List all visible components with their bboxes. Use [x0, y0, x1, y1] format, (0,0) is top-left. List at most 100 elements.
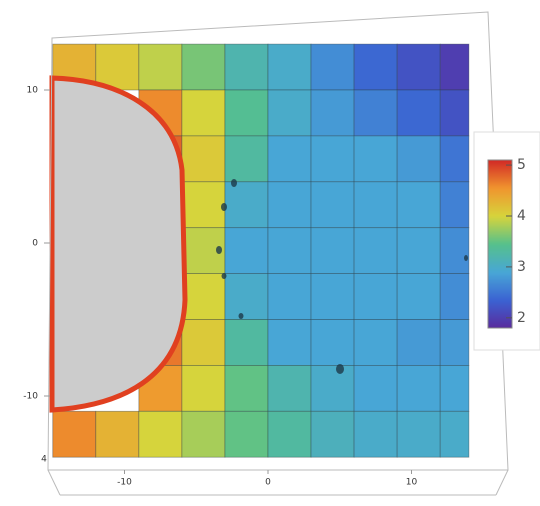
colorbar-step	[488, 188, 512, 191]
cell	[396, 135, 441, 183]
cell	[95, 43, 140, 91]
cell	[439, 181, 470, 229]
cell	[267, 410, 312, 458]
cell	[267, 227, 312, 274]
colorbar-step	[488, 326, 512, 329]
cell	[310, 43, 355, 91]
cell	[181, 273, 226, 320]
colorbar-step	[488, 174, 512, 177]
cell	[267, 273, 312, 320]
cell	[224, 319, 269, 366]
x-tick-label: 10	[406, 478, 418, 488]
colorbar-step	[488, 212, 512, 215]
x-tick-label: -10	[117, 478, 132, 488]
cell	[310, 319, 355, 366]
colorbar-step	[488, 272, 512, 275]
cell	[310, 227, 355, 274]
cell	[353, 319, 398, 366]
cell	[439, 410, 470, 458]
colorbar-step	[488, 256, 512, 259]
colorbar-step	[488, 204, 512, 207]
colorbar-step	[488, 182, 512, 185]
colorbar-step	[488, 312, 512, 315]
cell	[181, 89, 226, 137]
colorbar-step	[488, 278, 512, 281]
cell	[181, 364, 226, 412]
cell	[224, 364, 269, 412]
cell	[353, 227, 398, 274]
cell	[310, 181, 355, 229]
colorbar-step	[488, 320, 512, 323]
colorbar-step	[488, 296, 512, 299]
colorbar-step	[488, 264, 512, 267]
cell	[353, 410, 398, 458]
colorbar-step	[488, 186, 512, 189]
colorbar-tick-label: 5	[517, 157, 526, 173]
cell	[138, 410, 183, 458]
colorbar-step	[488, 178, 512, 181]
frame	[47, 11, 509, 496]
colorbar-step	[488, 262, 512, 265]
colorbar-step	[488, 200, 512, 203]
colorbar-step	[488, 222, 512, 225]
colorbar-step	[488, 274, 512, 277]
cell	[439, 43, 470, 91]
colorbar-step	[488, 226, 512, 229]
colorbar-step	[488, 224, 512, 227]
colorbar-tick-label: 3	[517, 259, 526, 275]
x-tick-label: 0	[265, 478, 271, 488]
colorbar-step	[488, 268, 512, 271]
cell	[181, 43, 226, 91]
cell	[353, 273, 398, 320]
axes: -10 0 10 10 0 -10 4	[23, 86, 417, 488]
cell	[181, 410, 226, 458]
colorbar-step	[488, 238, 512, 241]
colorbar-step	[488, 242, 512, 245]
cell	[310, 273, 355, 320]
cell	[224, 43, 269, 91]
cell	[224, 135, 269, 183]
colorbar-step	[488, 282, 512, 285]
colorbar-step	[488, 324, 512, 327]
cell	[439, 273, 470, 320]
colorbar-step	[488, 196, 512, 199]
colorbar-step	[488, 270, 512, 273]
colorbar-step	[488, 248, 512, 251]
colorbar-step	[488, 244, 512, 247]
cell	[310, 89, 355, 137]
colorbar-step	[488, 162, 512, 165]
colorbar-step	[488, 300, 512, 303]
colorbar-step	[488, 198, 512, 201]
colorbar-step	[488, 322, 512, 325]
colorbar-step	[488, 306, 512, 309]
colorbar-step	[488, 252, 512, 255]
colorbar-step	[488, 276, 512, 279]
colorbar-step	[488, 316, 512, 319]
colorbar-step	[488, 168, 512, 171]
colorbar: 2 3 4 5	[487, 157, 526, 329]
colorbar-step	[488, 210, 512, 213]
colorbar-step	[488, 260, 512, 263]
cell	[439, 319, 470, 366]
colorbar-step	[488, 240, 512, 243]
cell	[310, 364, 355, 412]
colorbar-step	[488, 314, 512, 317]
colorbar-step	[488, 180, 512, 183]
cell	[267, 181, 312, 229]
colorbar-step	[488, 170, 512, 173]
cell	[396, 227, 441, 274]
cell	[396, 43, 441, 91]
colorbar-step	[488, 280, 512, 283]
colorbar-step	[488, 172, 512, 175]
colorbar-step	[488, 284, 512, 287]
cell	[181, 319, 226, 366]
colorbar-step	[488, 184, 512, 187]
colorbar-step	[488, 218, 512, 221]
colorbar-step	[488, 294, 512, 297]
colorbar-step	[488, 160, 512, 163]
colorbar-step	[488, 216, 512, 219]
cell	[267, 319, 312, 366]
cell	[181, 181, 226, 229]
cell	[267, 43, 312, 91]
cell	[52, 410, 97, 458]
